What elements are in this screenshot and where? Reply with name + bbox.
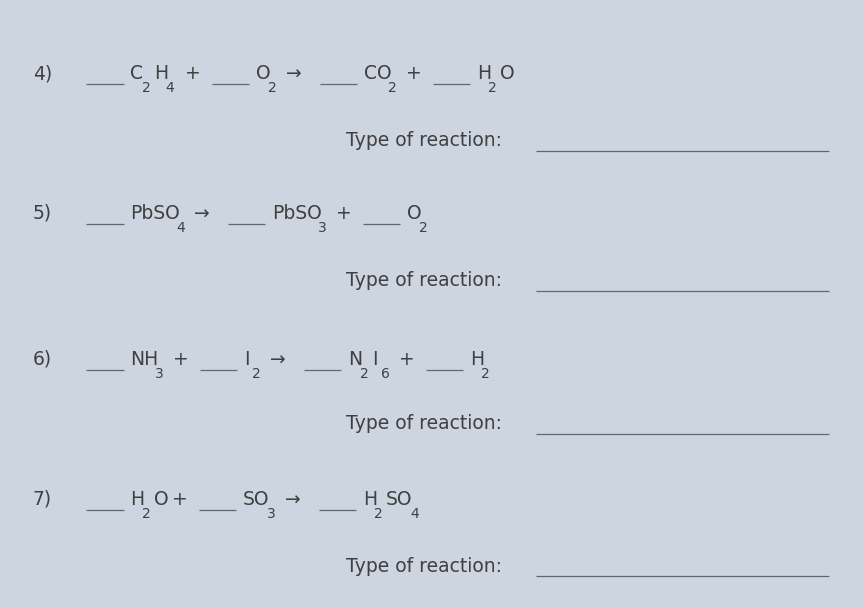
Text: PbSO: PbSO bbox=[130, 204, 181, 223]
Text: 4): 4) bbox=[33, 64, 52, 83]
Text: O: O bbox=[407, 204, 422, 223]
Text: →: → bbox=[279, 489, 307, 509]
Text: C: C bbox=[130, 64, 143, 83]
Text: 2: 2 bbox=[374, 507, 383, 521]
Text: Type of reaction:: Type of reaction: bbox=[346, 413, 508, 433]
Text: I: I bbox=[244, 350, 249, 369]
Text: →: → bbox=[280, 64, 308, 83]
Text: Type of reaction:: Type of reaction: bbox=[346, 271, 508, 290]
Text: 7): 7) bbox=[33, 489, 52, 509]
Text: Type of reaction:: Type of reaction: bbox=[346, 131, 508, 150]
Text: +: + bbox=[167, 350, 194, 369]
Text: O: O bbox=[154, 489, 168, 509]
Text: →: → bbox=[264, 350, 292, 369]
Text: CO: CO bbox=[364, 64, 391, 83]
Text: 6): 6) bbox=[33, 350, 52, 369]
Text: →: → bbox=[188, 204, 216, 223]
Text: 2: 2 bbox=[388, 81, 397, 95]
Text: SO: SO bbox=[243, 489, 270, 509]
Text: 6: 6 bbox=[381, 367, 390, 381]
Text: NH: NH bbox=[130, 350, 159, 369]
Text: H: H bbox=[154, 64, 168, 83]
Text: +: + bbox=[400, 64, 428, 83]
Text: 3: 3 bbox=[318, 221, 327, 235]
Text: 4: 4 bbox=[176, 221, 185, 235]
Text: I: I bbox=[372, 350, 378, 369]
Text: H: H bbox=[363, 489, 377, 509]
Text: 2: 2 bbox=[252, 367, 261, 381]
Text: O: O bbox=[256, 64, 270, 83]
Text: 3: 3 bbox=[267, 507, 276, 521]
Text: H: H bbox=[130, 489, 144, 509]
Text: 3: 3 bbox=[155, 367, 163, 381]
Text: O: O bbox=[500, 64, 515, 83]
Text: 2: 2 bbox=[142, 507, 150, 521]
Text: 2: 2 bbox=[481, 367, 490, 381]
Text: 4: 4 bbox=[410, 507, 419, 521]
Text: 2: 2 bbox=[142, 81, 150, 95]
Text: 2: 2 bbox=[419, 221, 428, 235]
Text: SO: SO bbox=[386, 489, 413, 509]
Text: PbSO: PbSO bbox=[272, 204, 322, 223]
Text: Type of reaction:: Type of reaction: bbox=[346, 556, 508, 576]
Text: N: N bbox=[348, 350, 362, 369]
Text: H: H bbox=[470, 350, 484, 369]
Text: +: + bbox=[179, 64, 206, 83]
Text: 2: 2 bbox=[488, 81, 497, 95]
Text: 4: 4 bbox=[165, 81, 174, 95]
Text: 2: 2 bbox=[268, 81, 276, 95]
Text: +: + bbox=[166, 489, 194, 509]
Text: H: H bbox=[477, 64, 491, 83]
Text: +: + bbox=[330, 204, 358, 223]
Text: 5): 5) bbox=[33, 204, 52, 223]
Text: +: + bbox=[393, 350, 421, 369]
Text: 2: 2 bbox=[360, 367, 369, 381]
